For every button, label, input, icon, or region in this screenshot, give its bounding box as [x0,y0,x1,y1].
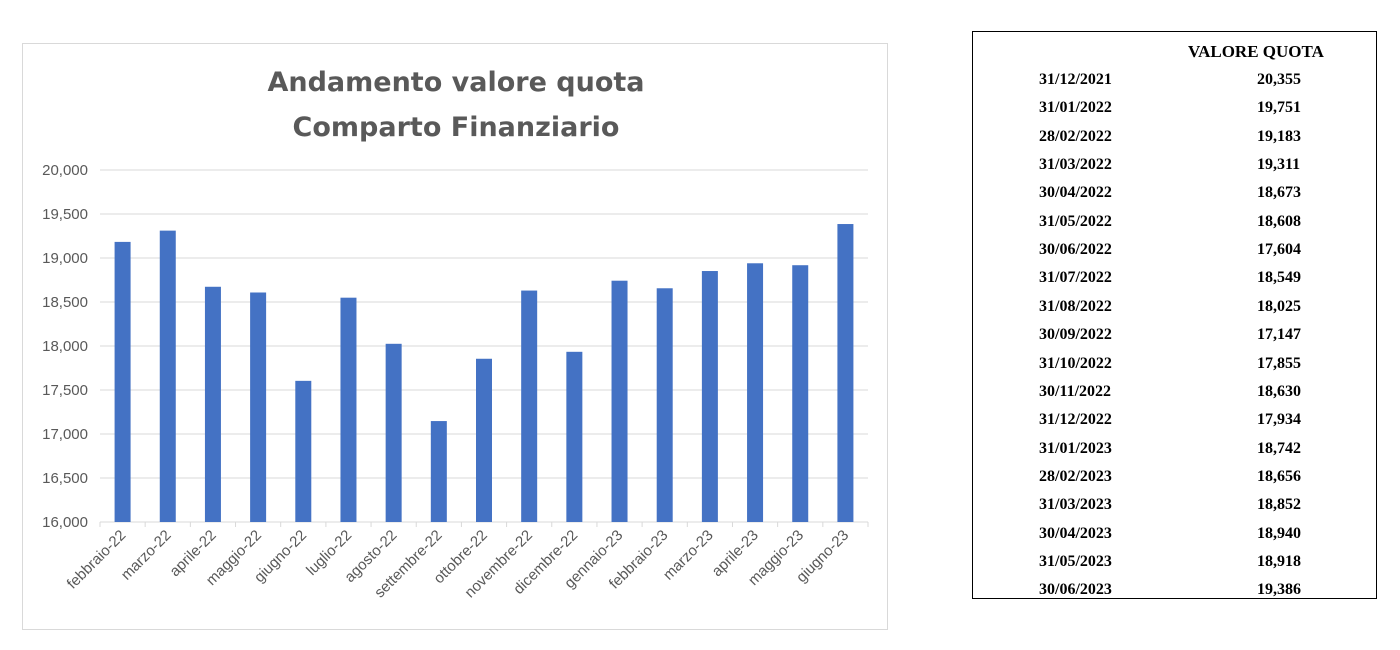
y-tick-label: 20,000 [42,162,88,179]
bar [566,351,583,522]
table-cell-value: 18,852 [1257,496,1301,514]
table-cell-value: 18,549 [1257,269,1301,287]
table-cell-date: 30/04/2023 [1039,524,1112,542]
table-cell-value: 18,656 [1257,467,1301,485]
bar [656,288,673,522]
bars [114,224,854,523]
valore-quota-table: VALORE QUOTA 31/12/2021 20,355 31/01/2022 1… [972,31,1377,599]
bar [521,290,538,522]
table-row: 30/09/2022 17,147 [973,326,1376,354]
bar [250,292,267,522]
y-tick-label: 18,500 [42,294,88,311]
bar [792,265,809,522]
table-cell-value: 17,147 [1257,326,1301,344]
table-row: 31/07/2022 18,549 [973,269,1376,297]
table-cell-date: 31/01/2022 [1039,99,1112,117]
table-row: 31/05/2022 18,608 [973,213,1376,241]
y-tick-label: 19,000 [42,250,88,267]
table-row: 31/10/2022 17,855 [973,355,1376,383]
table-row: 31/08/2022 18,025 [973,298,1376,326]
table-row: 30/04/2023 18,940 [973,525,1376,553]
table-cell-date: 28/02/2023 [1039,467,1112,485]
table-row: 31/01/2022 19,751 [973,99,1376,127]
table-cell-date: 30/09/2022 [1039,326,1112,344]
table-header: VALORE QUOTA [973,42,1376,64]
table-cell-date: 31/05/2023 [1039,552,1112,570]
table-cell-value: 18,742 [1257,439,1301,457]
table-row: 31/03/2022 19,311 [973,156,1376,184]
table-row: 30/06/2023 19,386 [973,581,1376,609]
table-cell-value: 18,673 [1257,184,1301,202]
table-cell-date: 31/12/2022 [1039,411,1112,429]
table-cell-date: 31/03/2023 [1039,496,1112,514]
y-tick-label: 18,000 [42,338,88,355]
x-axis-ticks: febbraio-22marzo-22aprile-22maggio-22giu… [64,522,869,601]
bar [114,241,131,522]
bar [837,224,854,523]
table-cell-date: 30/06/2022 [1039,241,1112,259]
table-cell-date: 31/12/2021 [1039,71,1112,88]
table-row: 31/01/2023 18,742 [973,440,1376,468]
gridlines [100,169,868,523]
bar-chart: Andamento valore quota Comparto Finanzia… [42,67,869,601]
y-tick-label: 16,000 [42,514,88,531]
y-tick-label: 17,000 [42,426,88,443]
bar [701,271,718,522]
x-tick-label: marzo-22 [118,527,175,584]
table-cell-date: 31/10/2022 [1039,354,1112,372]
table-cell-value: 17,604 [1257,241,1301,259]
table-row: 30/04/2022 18,673 [973,184,1376,212]
table-cell-date: 30/11/2022 [1039,382,1112,400]
table-cell-date: 31/05/2022 [1039,212,1112,230]
chart-title-line-1: Andamento valore quota [267,67,644,98]
table-cell-date: 28/02/2022 [1039,127,1112,145]
y-tick-label: 19,500 [42,206,88,223]
table-cell-date: 30/06/2023 [1039,581,1112,599]
y-tick-label: 16,500 [42,470,88,487]
y-tick-label: 17,500 [42,382,88,399]
table-cell-date: 31/01/2023 [1039,439,1112,457]
table-row: 31/05/2023 18,918 [973,553,1376,581]
x-tick-label: febbraio-22 [64,527,130,593]
table-row: 28/02/2022 19,183 [973,128,1376,156]
table-row: 31/03/2023 18,852 [973,496,1376,524]
bar [476,358,492,522]
bar [747,263,764,522]
x-tick-label: marzo-23 [660,527,717,584]
table-cell-value: 18,025 [1257,297,1301,315]
bar [611,280,628,522]
table-header-label: VALORE QUOTA [1188,42,1324,61]
table-cell-date: 31/08/2022 [1039,297,1112,315]
bar [295,380,312,522]
table-cell-value: 18,630 [1257,382,1301,400]
table-cell-value: 18,940 [1257,524,1301,542]
table-cell-value: 17,855 [1257,354,1301,372]
table-cell-date: 31/07/2022 [1039,269,1112,287]
table-row: 31/12/2022 17,934 [973,411,1376,439]
table-cell-value: 17,934 [1257,411,1301,429]
table-row: 30/06/2022 17,604 [973,241,1376,269]
y-axis-ticks: 16,000 16,500 17,000 17,500 18,000 18,500 19,0… [42,162,88,531]
table-cell-value: 19,386 [1257,581,1301,599]
table-cell-value: 20,355 [1257,71,1301,88]
table-cell-value: 19,311 [1257,156,1301,174]
bar [385,343,402,522]
table-cell-value: 19,183 [1257,127,1301,145]
chart-title-line-2: Comparto Finanziario [293,112,620,143]
bar [340,297,357,522]
table-cell-value: 18,608 [1257,212,1301,230]
table-cell-date: 31/03/2022 [1039,156,1112,174]
bar [204,286,221,522]
table-cell-value: 18,918 [1257,552,1301,570]
table-cell-value: 19,751 [1257,99,1301,117]
table-row: 30/11/2022 18,630 [973,383,1376,411]
table-row: 28/02/2023 18,656 [973,468,1376,496]
table-row: 31/12/2021 20,355 [973,71,1376,99]
chart-panel: Andamento valore quota Comparto Finanzia… [22,43,888,630]
bar [159,230,176,522]
table-cell-date: 30/04/2022 [1039,184,1112,202]
bar [430,421,447,522]
